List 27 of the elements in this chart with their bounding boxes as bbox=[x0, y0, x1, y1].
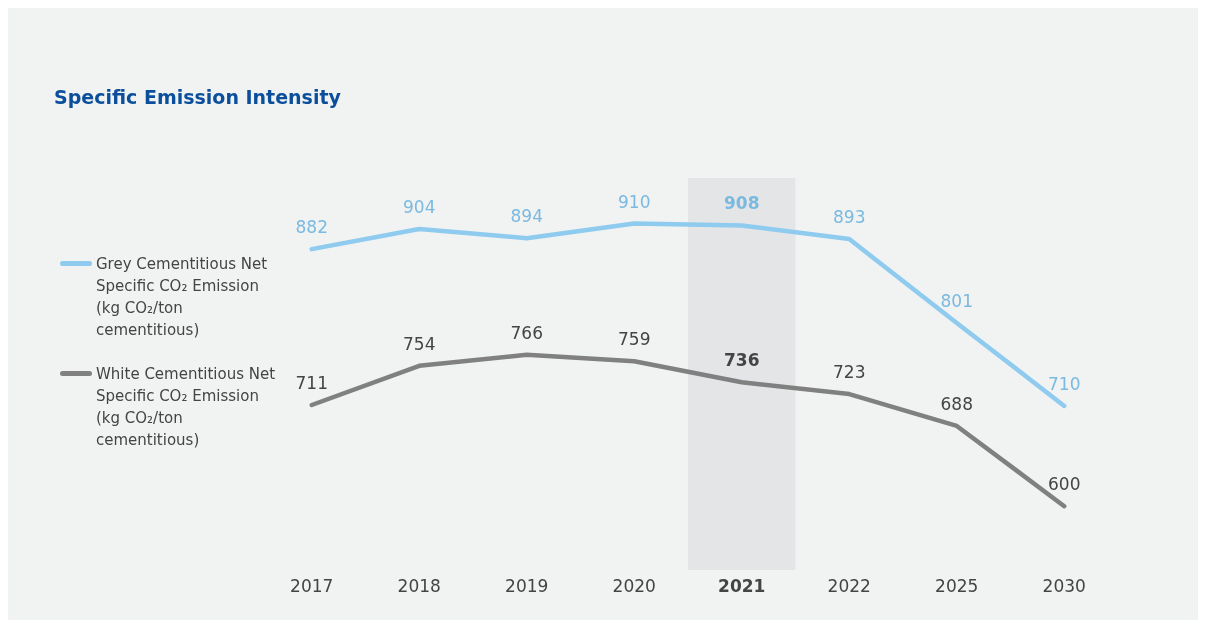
data-label: 754 bbox=[403, 333, 436, 354]
data-label: 801 bbox=[940, 290, 973, 311]
data-label: 688 bbox=[940, 393, 973, 414]
chart-title: Specific Emission Intensity bbox=[54, 86, 341, 108]
data-label: 910 bbox=[618, 191, 651, 212]
x-tick-label: 2021 bbox=[718, 576, 766, 596]
data-label: 759 bbox=[618, 329, 651, 350]
data-label: 710 bbox=[1048, 373, 1081, 394]
x-tick-label: 2022 bbox=[827, 576, 871, 596]
x-tick-label: 2025 bbox=[935, 576, 979, 596]
x-tick-label: 2017 bbox=[290, 576, 334, 596]
x-tick-label: 2030 bbox=[1042, 576, 1086, 596]
data-label: 908 bbox=[724, 193, 760, 214]
data-label: 600 bbox=[1048, 474, 1081, 495]
x-tick-label: 2019 bbox=[505, 576, 549, 596]
x-tick-label: 2018 bbox=[397, 576, 441, 596]
data-label: 894 bbox=[510, 206, 543, 227]
legend-label: White Cementitious Net Specific CO₂ Emission (kg CO₂/ton cementitious) bbox=[96, 364, 277, 451]
data-label: 711 bbox=[295, 373, 328, 393]
data-label: 723 bbox=[833, 362, 866, 383]
data-label: 904 bbox=[403, 197, 436, 218]
data-label: 882 bbox=[295, 217, 328, 238]
data-label: 736 bbox=[724, 350, 760, 371]
data-label: 893 bbox=[833, 207, 866, 228]
legend-label: Grey Cementitious Net Specific CO₂ Emission (kg CO₂/ton cementitious) bbox=[96, 254, 269, 341]
data-label: 766 bbox=[510, 322, 543, 343]
x-tick-label: 2020 bbox=[612, 576, 656, 596]
